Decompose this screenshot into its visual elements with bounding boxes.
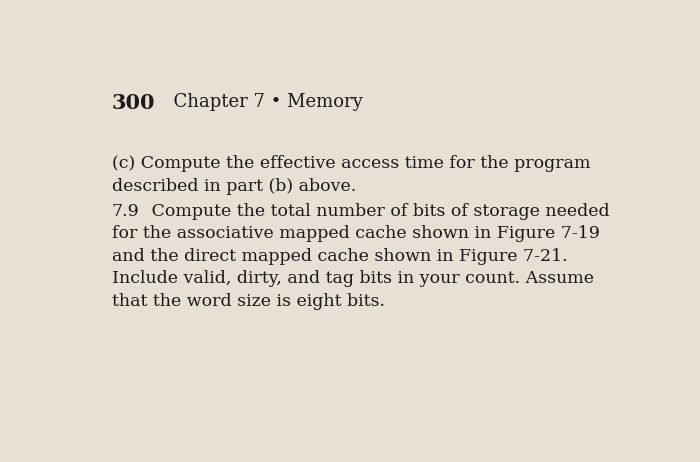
- Text: that the word size is eight bits.: that the word size is eight bits.: [112, 293, 385, 310]
- Text: described in part (b) above.: described in part (b) above.: [112, 178, 356, 195]
- Text: Compute the total number of bits of storage needed: Compute the total number of bits of stor…: [146, 203, 610, 220]
- Text: 7.9: 7.9: [112, 203, 140, 220]
- Text: Include valid, dirty, and tag bits in your count. Assume: Include valid, dirty, and tag bits in yo…: [112, 270, 594, 287]
- Text: 300: 300: [112, 93, 155, 113]
- Text: for the associative mapped cache shown in Figure 7-19: for the associative mapped cache shown i…: [112, 225, 600, 243]
- Text: Chapter 7 • Memory: Chapter 7 • Memory: [162, 93, 363, 111]
- Text: and the direct mapped cache shown in Figure 7-21.: and the direct mapped cache shown in Fig…: [112, 248, 568, 265]
- Text: (c) Compute the effective access time for the program: (c) Compute the effective access time fo…: [112, 155, 590, 172]
